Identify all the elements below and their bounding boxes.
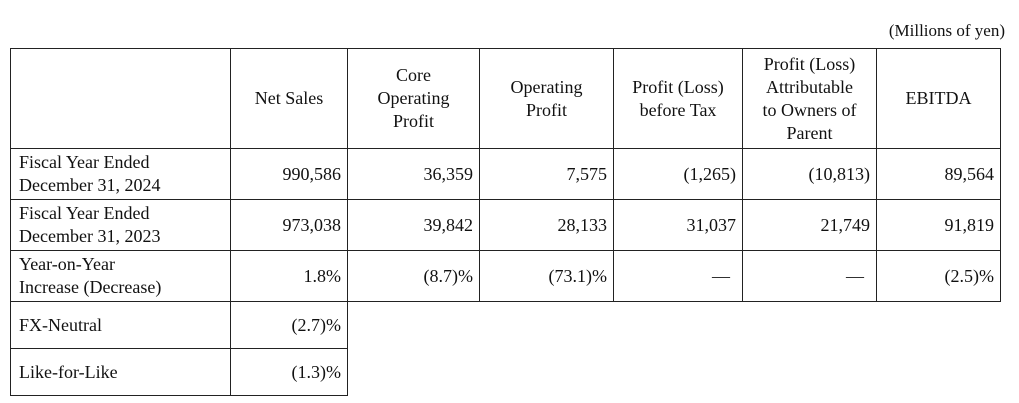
- cell-net-sales: 973,038: [230, 199, 348, 251]
- header-operating-profit: Operating Profit: [479, 48, 614, 149]
- cell-core-operating-profit: (8.7)%: [347, 250, 480, 302]
- cell-net-sales: (1.3)%: [230, 348, 348, 396]
- cell-core-operating-profit: 39,842: [347, 199, 480, 251]
- cell-profit-attributable: 21,749: [742, 199, 877, 251]
- cell-ebitda: 91,819: [876, 199, 1001, 251]
- row-label: Fiscal Year Ended December 31, 2023: [10, 199, 231, 251]
- cell-net-sales: 990,586: [230, 148, 348, 200]
- row-label: FX-Neutral: [10, 301, 231, 349]
- row-label: Fiscal Year Ended December 31, 2024: [10, 148, 231, 200]
- header-profit-before-tax: Profit (Loss) before Tax: [613, 48, 743, 149]
- table-row-yoy: Year-on-Year Increase (Decrease) 1.8% (8…: [10, 250, 1001, 302]
- table-row-fx-neutral: FX-Neutral (2.7)%: [10, 301, 1001, 349]
- header-corner-cell: [10, 48, 231, 149]
- table-row-fy2023: Fiscal Year Ended December 31, 2023 973,…: [10, 199, 1001, 251]
- financial-results-table: Net Sales Core Operating Profit Operatin…: [10, 48, 1001, 396]
- cell-profit-before-tax: (1,265): [613, 148, 743, 200]
- cell-profit-before-tax: —: [613, 250, 743, 302]
- cell-operating-profit: (73.1)%: [479, 250, 614, 302]
- header-row: Net Sales Core Operating Profit Operatin…: [10, 48, 1001, 149]
- row-label: Like-for-Like: [10, 348, 231, 396]
- cell-profit-attributable: (10,813): [742, 148, 877, 200]
- cell-net-sales: 1.8%: [230, 250, 348, 302]
- unit-note: (Millions of yen): [888, 21, 1005, 40]
- cell-profit-before-tax: 31,037: [613, 199, 743, 251]
- empty-cell: [348, 302, 1001, 349]
- table-row-fy2024: Fiscal Year Ended December 31, 2024 990,…: [10, 148, 1001, 200]
- table-row-like-for-like: Like-for-Like (1.3)%: [10, 348, 1001, 396]
- cell-profit-attributable: —: [742, 250, 877, 302]
- cell-operating-profit: 7,575: [479, 148, 614, 200]
- header-ebitda: EBITDA: [876, 48, 1001, 149]
- cell-core-operating-profit: 36,359: [347, 148, 480, 200]
- header-net-sales: Net Sales: [230, 48, 348, 149]
- cell-ebitda: 89,564: [876, 148, 1001, 200]
- header-core-operating-profit: Core Operating Profit: [347, 48, 480, 149]
- cell-operating-profit: 28,133: [479, 199, 614, 251]
- cell-net-sales: (2.7)%: [230, 301, 348, 349]
- row-label: Year-on-Year Increase (Decrease): [10, 250, 231, 302]
- header-profit-attributable-to-owners: Profit (Loss) Attributable to Owners of …: [742, 48, 877, 149]
- empty-cell: [348, 349, 1001, 396]
- cell-ebitda: (2.5)%: [876, 250, 1001, 302]
